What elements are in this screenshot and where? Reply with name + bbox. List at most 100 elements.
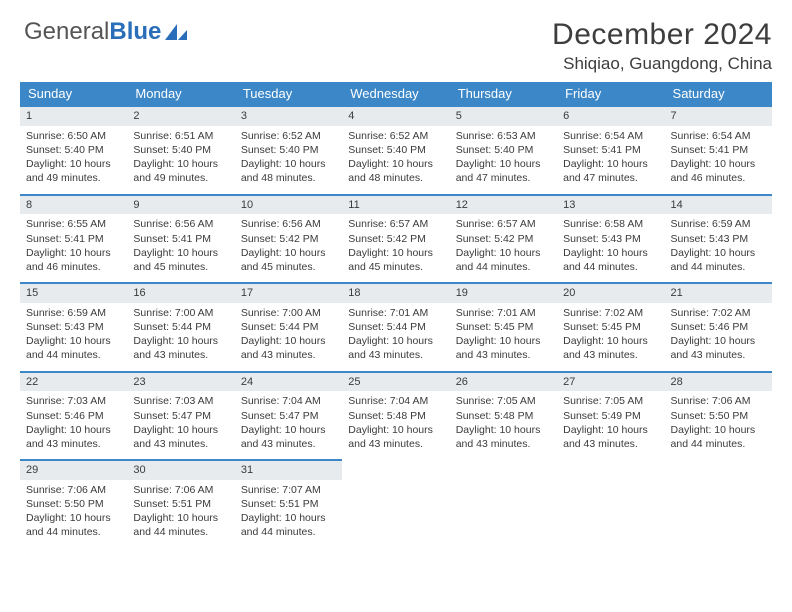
day-number: 22 — [20, 371, 127, 392]
day-body: Sunrise: 7:02 AMSunset: 5:45 PMDaylight:… — [557, 303, 664, 371]
day-body: Sunrise: 7:02 AMSunset: 5:46 PMDaylight:… — [665, 303, 772, 371]
sunrise-line: Sunrise: 6:54 AM — [563, 129, 658, 143]
day-number: 28 — [665, 371, 772, 392]
day-body: Sunrise: 6:52 AMSunset: 5:40 PMDaylight:… — [342, 126, 449, 194]
daylight-line: Daylight: 10 hours and 46 minutes. — [26, 246, 121, 274]
sunrise-line: Sunrise: 6:52 AM — [348, 129, 443, 143]
day-body: Sunrise: 7:00 AMSunset: 5:44 PMDaylight:… — [235, 303, 342, 371]
day-body: Sunrise: 6:57 AMSunset: 5:42 PMDaylight:… — [342, 214, 449, 282]
calendar-body: 1Sunrise: 6:50 AMSunset: 5:40 PMDaylight… — [20, 105, 772, 548]
title-block: December 2024 Shiqiao, Guangdong, China — [552, 18, 772, 74]
sunset-line: Sunset: 5:49 PM — [563, 409, 658, 423]
daylight-line: Daylight: 10 hours and 44 minutes. — [26, 511, 121, 539]
day-number: 11 — [342, 194, 449, 215]
daylight-line: Daylight: 10 hours and 43 minutes. — [671, 334, 766, 362]
sunset-line: Sunset: 5:40 PM — [241, 143, 336, 157]
day-number: 23 — [127, 371, 234, 392]
sunset-line: Sunset: 5:45 PM — [456, 320, 551, 334]
sunrise-line: Sunrise: 6:57 AM — [456, 217, 551, 231]
day-body: Sunrise: 7:06 AMSunset: 5:50 PMDaylight:… — [665, 391, 772, 459]
day-body: Sunrise: 7:06 AMSunset: 5:51 PMDaylight:… — [127, 480, 234, 548]
sunrise-line: Sunrise: 7:04 AM — [241, 394, 336, 408]
day-cell: 14Sunrise: 6:59 AMSunset: 5:43 PMDayligh… — [665, 194, 772, 283]
calendar-row: 8Sunrise: 6:55 AMSunset: 5:41 PMDaylight… — [20, 194, 772, 283]
sunrise-line: Sunrise: 6:51 AM — [133, 129, 228, 143]
day-number: 3 — [235, 105, 342, 126]
day-body: Sunrise: 7:05 AMSunset: 5:49 PMDaylight:… — [557, 391, 664, 459]
sunrise-line: Sunrise: 6:58 AM — [563, 217, 658, 231]
day-number: 25 — [342, 371, 449, 392]
day-cell: 20Sunrise: 7:02 AMSunset: 5:45 PMDayligh… — [557, 282, 664, 371]
location: Shiqiao, Guangdong, China — [552, 54, 772, 74]
sunset-line: Sunset: 5:45 PM — [563, 320, 658, 334]
day-number: 17 — [235, 282, 342, 303]
sunrise-line: Sunrise: 6:59 AM — [671, 217, 766, 231]
daylight-line: Daylight: 10 hours and 49 minutes. — [133, 157, 228, 185]
day-number: 7 — [665, 105, 772, 126]
day-cell: 21Sunrise: 7:02 AMSunset: 5:46 PMDayligh… — [665, 282, 772, 371]
day-cell: 17Sunrise: 7:00 AMSunset: 5:44 PMDayligh… — [235, 282, 342, 371]
sunrise-line: Sunrise: 6:52 AM — [241, 129, 336, 143]
day-body: Sunrise: 7:00 AMSunset: 5:44 PMDaylight:… — [127, 303, 234, 371]
day-body: Sunrise: 7:05 AMSunset: 5:48 PMDaylight:… — [450, 391, 557, 459]
day-cell: 27Sunrise: 7:05 AMSunset: 5:49 PMDayligh… — [557, 371, 664, 460]
day-cell: 6Sunrise: 6:54 AMSunset: 5:41 PMDaylight… — [557, 105, 664, 194]
day-number: 21 — [665, 282, 772, 303]
day-cell: 30Sunrise: 7:06 AMSunset: 5:51 PMDayligh… — [127, 459, 234, 548]
day-cell: 9Sunrise: 6:56 AMSunset: 5:41 PMDaylight… — [127, 194, 234, 283]
day-body: Sunrise: 6:55 AMSunset: 5:41 PMDaylight:… — [20, 214, 127, 282]
day-number: 24 — [235, 371, 342, 392]
logo-text-blue: Blue — [109, 18, 161, 46]
calendar-table: Sunday Monday Tuesday Wednesday Thursday… — [20, 82, 772, 548]
sunset-line: Sunset: 5:50 PM — [671, 409, 766, 423]
sunset-line: Sunset: 5:44 PM — [133, 320, 228, 334]
day-number: 20 — [557, 282, 664, 303]
sunset-line: Sunset: 5:41 PM — [133, 232, 228, 246]
sunset-line: Sunset: 5:40 PM — [26, 143, 121, 157]
sunset-line: Sunset: 5:47 PM — [241, 409, 336, 423]
daylight-line: Daylight: 10 hours and 49 minutes. — [26, 157, 121, 185]
day-cell: 1Sunrise: 6:50 AMSunset: 5:40 PMDaylight… — [20, 105, 127, 194]
day-body: Sunrise: 6:54 AMSunset: 5:41 PMDaylight:… — [665, 126, 772, 194]
day-cell: 16Sunrise: 7:00 AMSunset: 5:44 PMDayligh… — [127, 282, 234, 371]
sunrise-line: Sunrise: 6:53 AM — [456, 129, 551, 143]
sunrise-line: Sunrise: 6:56 AM — [241, 217, 336, 231]
daylight-line: Daylight: 10 hours and 43 minutes. — [241, 334, 336, 362]
day-body: Sunrise: 6:51 AMSunset: 5:40 PMDaylight:… — [127, 126, 234, 194]
day-number: 10 — [235, 194, 342, 215]
weekday-header: Tuesday — [235, 82, 342, 105]
sunrise-line: Sunrise: 6:56 AM — [133, 217, 228, 231]
daylight-line: Daylight: 10 hours and 43 minutes. — [26, 423, 121, 451]
daylight-line: Daylight: 10 hours and 47 minutes. — [563, 157, 658, 185]
day-cell: 13Sunrise: 6:58 AMSunset: 5:43 PMDayligh… — [557, 194, 664, 283]
day-body: Sunrise: 6:59 AMSunset: 5:43 PMDaylight:… — [665, 214, 772, 282]
sunrise-line: Sunrise: 7:04 AM — [348, 394, 443, 408]
day-number: 6 — [557, 105, 664, 126]
day-body: Sunrise: 6:56 AMSunset: 5:41 PMDaylight:… — [127, 214, 234, 282]
daylight-line: Daylight: 10 hours and 43 minutes. — [456, 423, 551, 451]
day-number: 19 — [450, 282, 557, 303]
day-cell: 3 Sunrise: 6:52 AMSunset: 5:40 PMDaylight… — [235, 105, 342, 194]
day-number: 15 — [20, 282, 127, 303]
day-body: Sunrise: 6:53 AMSunset: 5:40 PMDaylight:… — [450, 126, 557, 194]
sunset-line: Sunset: 5:40 PM — [133, 143, 228, 157]
sunset-line: Sunset: 5:51 PM — [133, 497, 228, 511]
daylight-line: Daylight: 10 hours and 44 minutes. — [26, 334, 121, 362]
sunrise-line: Sunrise: 7:02 AM — [563, 306, 658, 320]
sunrise-line: Sunrise: 7:00 AM — [241, 306, 336, 320]
sunset-line: Sunset: 5:51 PM — [241, 497, 336, 511]
daylight-line: Daylight: 10 hours and 43 minutes. — [348, 423, 443, 451]
sunset-line: Sunset: 5:43 PM — [563, 232, 658, 246]
day-number: 1 — [20, 105, 127, 126]
logo-text-general: General — [24, 18, 109, 46]
day-cell-empty — [665, 459, 772, 548]
sunrise-line: Sunrise: 7:06 AM — [26, 483, 121, 497]
daylight-line: Daylight: 10 hours and 48 minutes. — [241, 157, 336, 185]
day-body: Sunrise: 7:06 AMSunset: 5:50 PMDaylight:… — [20, 480, 127, 548]
day-cell: 31Sunrise: 7:07 AMSunset: 5:51 PMDayligh… — [235, 459, 342, 548]
sunrise-line: Sunrise: 7:06 AM — [671, 394, 766, 408]
sunrise-line: Sunrise: 6:59 AM — [26, 306, 121, 320]
day-cell: 5Sunrise: 6:53 AMSunset: 5:40 PMDaylight… — [450, 105, 557, 194]
month-title: December 2024 — [552, 18, 772, 52]
sunset-line: Sunset: 5:43 PM — [671, 232, 766, 246]
